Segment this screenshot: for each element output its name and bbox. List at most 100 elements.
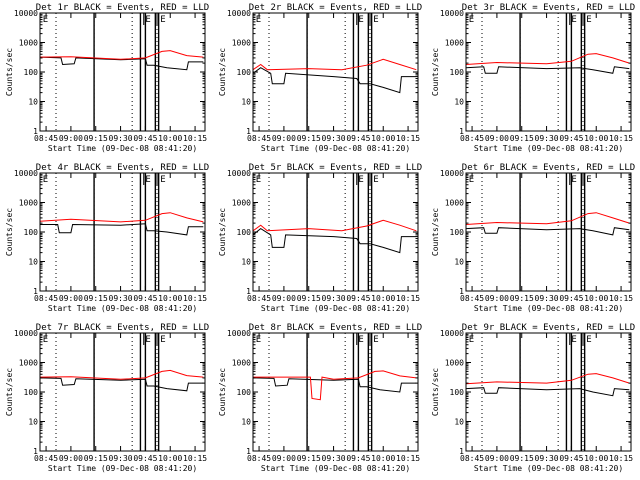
y-tick-label: 1 <box>459 127 464 136</box>
y-tick-label: 100 <box>450 228 465 237</box>
y-axis-title: Counts/sec <box>431 208 440 256</box>
y-tick-label: 1000 <box>232 359 251 368</box>
series-events-line <box>465 227 630 236</box>
y-axis-title: Counts/sec <box>218 368 227 416</box>
event-label: E <box>586 15 591 25</box>
x-tick-label: 09:30 <box>109 134 133 143</box>
y-tick-label: 10 <box>28 258 38 267</box>
x-axis-title: Start Time (09-Dec-08 08:41:20) <box>261 304 410 313</box>
y-tick-label: 1000 <box>445 359 464 368</box>
y-tick-label: 10 <box>454 98 464 107</box>
event-label: E <box>145 175 150 185</box>
y-tick-label: 10000 <box>227 169 251 178</box>
plot-frame <box>465 332 632 452</box>
y-tick-label: 1000 <box>19 199 38 208</box>
x-axis-title: Start Time (09-Dec-08 08:41:20) <box>261 464 410 473</box>
x-tick-label: 10:15 <box>609 134 633 143</box>
series-events-line <box>465 66 630 74</box>
x-tick-label: 09:45 <box>133 454 157 463</box>
series-lld-line <box>465 373 630 385</box>
x-tick-label: 08:45 <box>34 134 58 143</box>
x-axis-title: Start Time (09-Dec-08 08:41:20) <box>474 304 623 313</box>
y-tick-label: 1000 <box>19 39 38 48</box>
x-tick-label: 09:00 <box>485 134 509 143</box>
x-tick-label: 09:30 <box>535 454 559 463</box>
panel-title: Det 9r BLACK = Events, RED = LLD <box>462 323 635 333</box>
x-tick-label: 09:45 <box>346 454 370 463</box>
x-tick-label: 08:45 <box>460 454 484 463</box>
x-tick-label: 09:15 <box>297 294 321 303</box>
panel-title: Det 8r BLACK = Events, RED = LLD <box>249 323 422 333</box>
x-tick-label: 10:15 <box>183 134 207 143</box>
x-tick-label: 09:00 <box>485 454 509 463</box>
y-tick-label: 10 <box>28 98 38 107</box>
y-tick-label: 1000 <box>445 199 464 208</box>
x-tick-label: 09:30 <box>322 134 346 143</box>
x-tick-label: 09:30 <box>535 134 559 143</box>
x-tick-label: 09:30 <box>322 294 346 303</box>
y-tick-label: 1 <box>459 287 464 296</box>
series-events-line <box>252 67 417 94</box>
x-tick-label: 10:00 <box>158 454 182 463</box>
plot-frame <box>39 12 206 132</box>
y-tick-label: 1 <box>459 447 464 456</box>
series-lld-line <box>252 58 417 71</box>
series-events-line <box>465 387 630 397</box>
x-tick-label: 09:15 <box>510 294 534 303</box>
y-axis-title: Counts/sec <box>5 208 14 256</box>
x-tick-label: 10:00 <box>158 134 182 143</box>
y-tick-label: 100 <box>237 68 252 77</box>
x-tick-label: 09:45 <box>559 294 583 303</box>
x-tick-label: 09:45 <box>346 294 370 303</box>
panel-title: Det 7r BLACK = Events, RED = LLD <box>36 323 209 333</box>
x-tick-label: 10:00 <box>371 134 395 143</box>
y-tick-label: 1000 <box>232 199 251 208</box>
series-lld-line <box>465 212 630 225</box>
series-events-line <box>39 56 204 71</box>
x-tick-label: 08:45 <box>460 294 484 303</box>
y-tick-label: 1 <box>246 287 251 296</box>
x-axis-title: Start Time (09-Dec-08 08:41:20) <box>48 144 197 153</box>
event-label: E <box>373 15 378 25</box>
y-tick-label: 10000 <box>14 169 38 178</box>
x-tick-label: 09:45 <box>133 294 157 303</box>
event-label: E <box>256 335 261 345</box>
x-tick-label: 09:15 <box>84 454 108 463</box>
x-tick-label: 08:45 <box>460 134 484 143</box>
panel-title: Det 4r BLACK = Events, RED = LLD <box>36 163 209 173</box>
x-tick-label: 09:15 <box>297 134 321 143</box>
y-tick-label: 10 <box>241 258 251 267</box>
x-tick-label: 10:15 <box>396 134 420 143</box>
series-events-line <box>252 227 417 254</box>
panel-title: Det 5r BLACK = Events, RED = LLD <box>249 163 422 173</box>
x-tick-label: 10:00 <box>584 294 608 303</box>
y-tick-label: 10000 <box>440 329 464 338</box>
panel-title: Det 6r BLACK = Events, RED = LLD <box>462 163 635 173</box>
y-tick-label: 100 <box>237 228 252 237</box>
x-tick-label: 10:00 <box>371 294 395 303</box>
x-tick-label: 10:15 <box>609 454 633 463</box>
event-label: E <box>373 175 378 185</box>
y-tick-label: 10000 <box>440 9 464 18</box>
y-tick-label: 10 <box>28 418 38 427</box>
x-tick-label: 08:45 <box>247 294 271 303</box>
event-label: E <box>43 15 48 25</box>
series-events-line <box>39 377 204 392</box>
series-lld-line <box>39 212 204 223</box>
y-tick-label: 100 <box>450 388 465 397</box>
y-axis-title: Counts/sec <box>218 48 227 96</box>
y-tick-label: 100 <box>24 388 39 397</box>
y-axis-title: Counts/sec <box>218 208 227 256</box>
x-tick-label: 08:45 <box>34 454 58 463</box>
event-label: E <box>469 335 474 345</box>
y-tick-label: 100 <box>450 68 465 77</box>
x-tick-label: 10:00 <box>158 294 182 303</box>
x-tick-label: 09:00 <box>59 454 83 463</box>
y-axis-title: Counts/sec <box>431 368 440 416</box>
event-label: E <box>358 15 363 25</box>
x-tick-label: 10:15 <box>183 294 207 303</box>
